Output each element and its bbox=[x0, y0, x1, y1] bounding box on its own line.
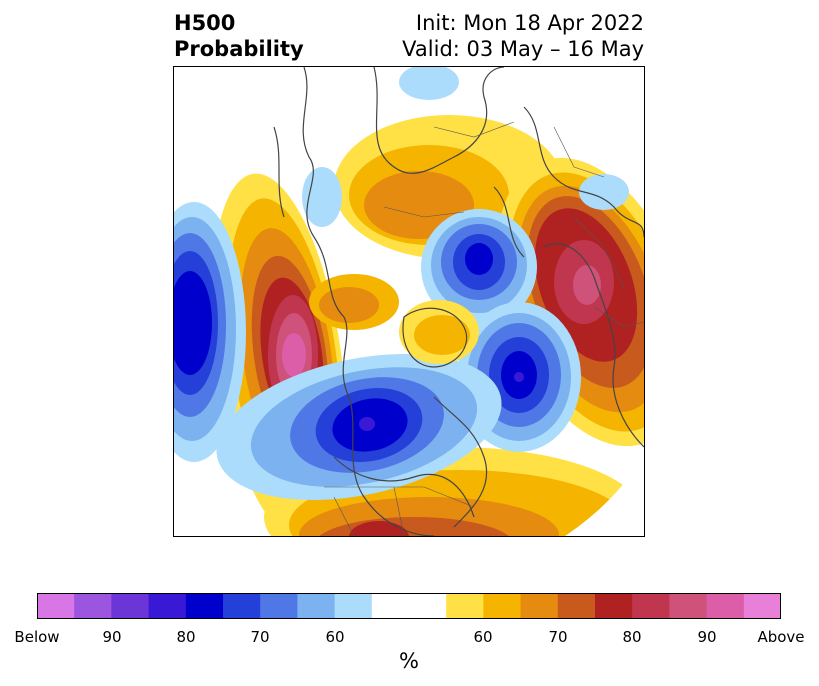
colorbar-swatch bbox=[297, 593, 336, 619]
valid-range: Valid: 03 May – 16 May bbox=[402, 37, 644, 61]
colorbar-tick-label: Below bbox=[14, 628, 60, 646]
colorbar-swatch bbox=[632, 593, 670, 619]
political-borders bbox=[324, 121, 644, 536]
colorbar-tick-label: Above bbox=[757, 628, 805, 646]
title-field-type: Probability bbox=[174, 37, 304, 61]
anomaly-far-west-low bbox=[174, 202, 246, 462]
colorbar-swatch bbox=[148, 593, 187, 619]
colorbar-swatch bbox=[669, 593, 708, 619]
colorbar-swatch bbox=[334, 593, 373, 619]
colorbar-tick-label: 70 bbox=[548, 628, 568, 646]
colorbar bbox=[37, 593, 781, 619]
forecast-dates: Init: Mon 18 Apr 2022 Valid: 03 May – 16… bbox=[402, 10, 644, 62]
map-canvas bbox=[174, 67, 644, 536]
colorbar-swatch bbox=[74, 593, 112, 619]
colorbar-tick-label: 90 bbox=[102, 628, 122, 646]
map-title: H500 Probability bbox=[174, 10, 304, 62]
colorbar-swatch bbox=[446, 593, 484, 619]
colorbar-swatch bbox=[743, 593, 781, 619]
colorbar-swatch bbox=[520, 593, 559, 619]
colorbar-swatch bbox=[557, 593, 596, 619]
coastlines bbox=[273, 67, 644, 536]
anomaly-greenland-high bbox=[399, 300, 479, 364]
colorbar-swatch bbox=[483, 593, 522, 619]
colorbar-swatch bbox=[706, 593, 745, 619]
colorbar-swatch bbox=[371, 593, 447, 619]
colorbar-tick-label: 60 bbox=[473, 628, 493, 646]
colorbar-swatch bbox=[37, 593, 75, 619]
colorbar-tick-label: 60 bbox=[325, 628, 345, 646]
colorbar-border bbox=[37, 593, 781, 619]
colorbar-tick-label: 80 bbox=[622, 628, 642, 646]
title-field-name: H500 bbox=[174, 11, 236, 35]
colorbar-tick-label: 90 bbox=[697, 628, 717, 646]
probability-map bbox=[173, 66, 645, 537]
colorbar-swatch bbox=[185, 593, 224, 619]
colorbar-unit-label: % bbox=[399, 649, 419, 673]
colorbar-tick-label: 70 bbox=[250, 628, 270, 646]
colorbar-swatch bbox=[111, 593, 150, 619]
anomaly-arctic-low bbox=[421, 209, 537, 325]
colorbar-swatch bbox=[223, 593, 261, 619]
init-date: Init: Mon 18 Apr 2022 bbox=[415, 11, 644, 35]
colorbar-swatch bbox=[595, 593, 633, 619]
colorbar-swatches bbox=[37, 593, 781, 619]
colorbar-swatch bbox=[260, 593, 298, 619]
colorbar-tick-label: 80 bbox=[176, 628, 196, 646]
anomaly-north-america-low bbox=[216, 353, 502, 501]
